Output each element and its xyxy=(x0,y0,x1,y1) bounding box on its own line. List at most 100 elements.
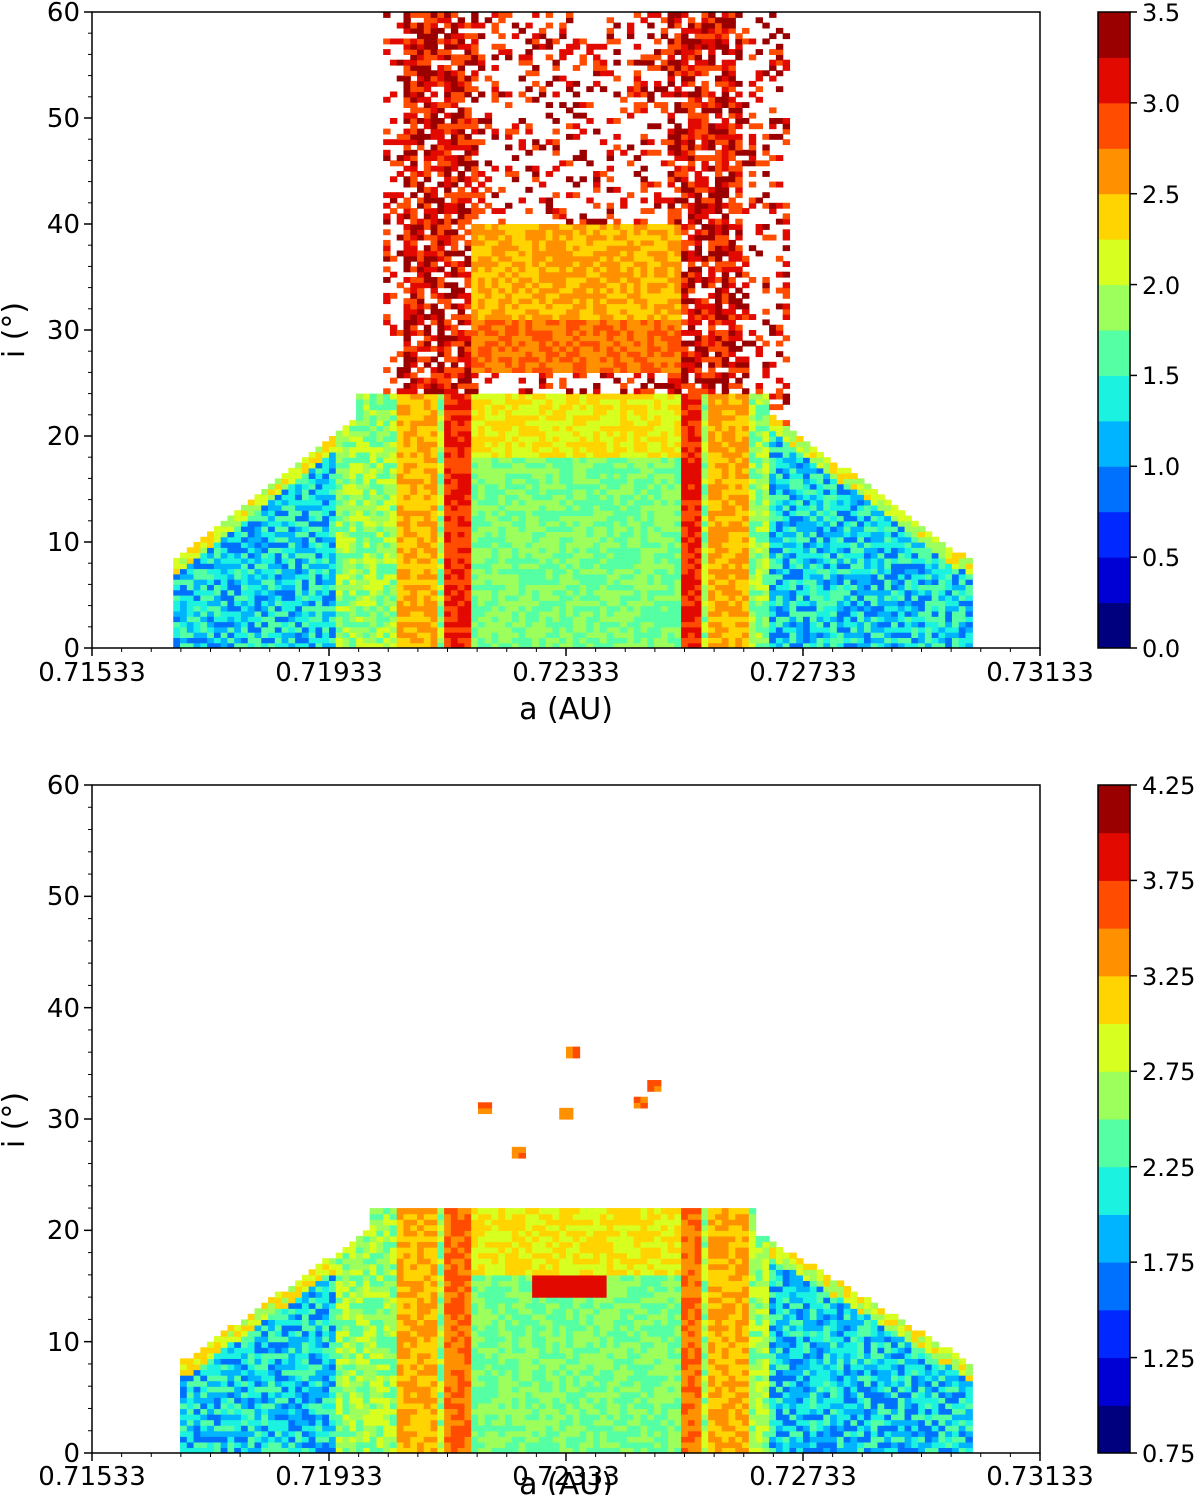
heatmap-cell xyxy=(620,224,628,230)
heatmap-cell xyxy=(620,383,628,389)
heatmap-cell xyxy=(471,298,479,305)
heatmap-cell xyxy=(423,494,432,501)
heatmap-cell xyxy=(457,451,466,458)
heatmap-cell xyxy=(505,642,513,648)
heatmap-cell xyxy=(566,303,574,310)
heatmap-cell xyxy=(329,589,337,596)
heatmap-cell xyxy=(498,489,506,495)
heatmap-cell xyxy=(335,616,344,623)
heatmap-cell xyxy=(464,133,472,140)
heatmap-cell xyxy=(647,372,655,379)
heatmap-cell xyxy=(464,420,472,426)
heatmap-cell xyxy=(274,504,283,511)
heatmap-cell xyxy=(505,610,513,617)
heatmap-cell xyxy=(356,510,364,517)
heatmap-cell xyxy=(613,356,621,363)
heatmap-cell xyxy=(335,478,344,485)
heatmap-cell xyxy=(423,393,432,400)
heatmap-cell xyxy=(518,626,526,633)
heatmap-cell xyxy=(247,515,256,522)
heatmap-cell xyxy=(288,584,296,591)
heatmap-cell xyxy=(484,616,493,623)
heatmap-cell xyxy=(552,457,560,464)
heatmap-cell xyxy=(572,224,581,230)
heatmap-cell xyxy=(545,292,554,299)
heatmap-cell xyxy=(173,584,181,591)
heatmap-cell xyxy=(430,229,438,236)
heatmap-cell xyxy=(207,637,215,644)
heatmap-cell xyxy=(484,430,493,437)
heatmap-cell xyxy=(538,547,547,554)
heatmap-cell xyxy=(667,595,675,601)
heatmap-cell xyxy=(274,632,283,638)
heatmap-cell xyxy=(396,372,405,379)
heatmap-cell xyxy=(626,536,635,543)
heatmap-cell xyxy=(281,520,289,527)
heatmap-cell xyxy=(471,605,479,612)
heatmap-cell xyxy=(213,531,222,538)
heatmap-cell xyxy=(525,314,533,320)
heatmap-cell xyxy=(674,494,682,501)
heatmap-cell xyxy=(477,425,486,432)
heatmap-cell xyxy=(329,595,337,601)
heatmap-cell xyxy=(525,573,533,580)
heatmap-cell xyxy=(457,626,466,633)
heatmap-cell xyxy=(444,91,452,98)
heatmap-cell xyxy=(444,181,452,188)
heatmap-cell xyxy=(647,361,655,368)
heatmap-cell xyxy=(674,478,682,485)
heatmap-cell xyxy=(200,579,208,585)
heatmap-cell xyxy=(579,621,587,628)
heatmap-cell xyxy=(301,547,310,554)
heatmap-cell xyxy=(396,621,405,628)
heatmap-cell xyxy=(647,595,655,601)
heatmap-cell xyxy=(593,441,601,448)
heatmap-cell xyxy=(613,457,621,464)
heatmap-cell xyxy=(301,515,310,522)
heatmap-cell xyxy=(579,430,587,437)
heatmap-cell xyxy=(417,542,425,548)
heatmap-cell xyxy=(654,398,662,405)
heatmap-cell xyxy=(471,589,479,596)
heatmap-cell xyxy=(471,17,479,24)
heatmap-cell xyxy=(383,441,391,448)
heatmap-cell xyxy=(376,600,384,607)
heatmap-cell xyxy=(525,436,533,442)
heatmap-cell xyxy=(525,234,533,241)
heatmap-cell xyxy=(640,398,648,405)
heatmap-cell xyxy=(667,340,675,347)
heatmap-cell xyxy=(586,589,594,596)
heatmap-cell xyxy=(532,626,540,633)
heatmap-cell xyxy=(505,404,513,411)
heatmap-cell xyxy=(606,467,614,474)
heatmap-cell xyxy=(538,335,547,342)
heatmap-cell xyxy=(376,478,384,485)
heatmap-cell xyxy=(640,340,648,347)
heatmap-cell xyxy=(450,282,459,289)
heatmap-cell xyxy=(525,123,533,130)
heatmap-cell xyxy=(518,584,526,591)
heatmap-cell xyxy=(288,515,296,522)
heatmap-cell xyxy=(349,520,357,527)
heatmap-cell xyxy=(647,600,655,607)
heatmap-cell xyxy=(430,107,438,114)
heatmap-cell xyxy=(457,176,466,183)
heatmap-cell xyxy=(633,451,642,458)
heatmap-cell xyxy=(342,605,350,612)
heatmap-cell xyxy=(315,526,323,532)
heatmap-cell xyxy=(572,351,581,358)
heatmap-cell xyxy=(261,595,269,601)
heatmap-cell xyxy=(552,409,560,416)
heatmap-cell xyxy=(240,600,249,607)
heatmap-cell xyxy=(498,324,506,331)
heatmap-cell xyxy=(613,218,621,225)
heatmap-cell xyxy=(254,621,262,628)
heatmap-cell xyxy=(261,589,269,596)
heatmap-cell xyxy=(525,568,533,575)
heatmap-cell xyxy=(457,91,466,98)
heatmap-cell xyxy=(606,642,614,648)
heatmap-cell xyxy=(538,292,547,299)
heatmap-cell xyxy=(667,65,675,71)
heatmap-cell xyxy=(457,393,466,400)
heatmap-cell xyxy=(464,504,472,511)
